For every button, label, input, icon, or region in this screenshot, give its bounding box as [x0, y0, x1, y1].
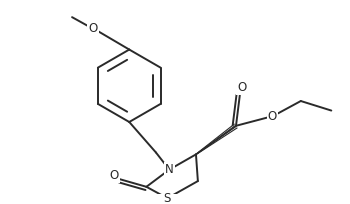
Text: O: O — [268, 110, 277, 123]
Text: N: N — [165, 163, 174, 176]
Text: O: O — [237, 81, 246, 94]
Text: O: O — [110, 169, 119, 182]
Text: S: S — [164, 192, 171, 204]
Text: O: O — [89, 22, 98, 35]
